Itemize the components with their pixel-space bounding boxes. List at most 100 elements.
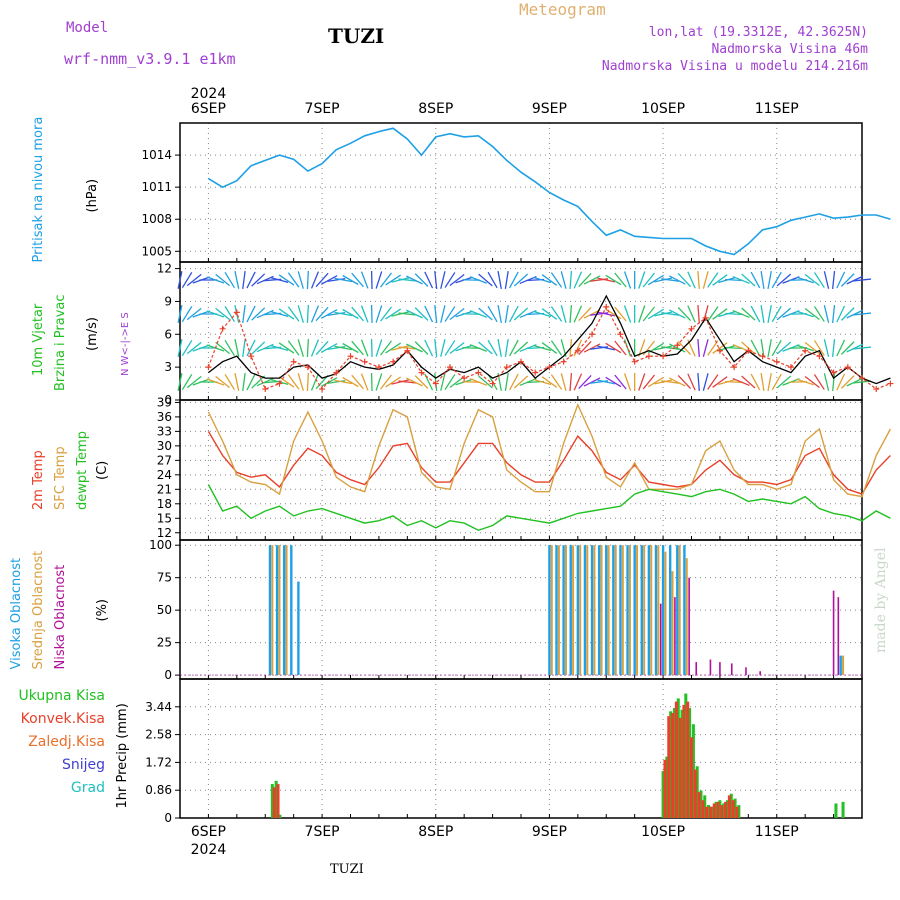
precip-legend-item: Grad xyxy=(71,780,105,796)
wind-gust-marker xyxy=(702,314,709,321)
wind-arrow xyxy=(306,372,309,392)
y-tick-label: 1014 xyxy=(141,148,172,162)
wind-arrow xyxy=(573,271,583,289)
wind-gust-marker xyxy=(560,358,567,365)
y-tick-label: 0 xyxy=(164,668,172,682)
y-tick-label: 2.58 xyxy=(145,728,172,742)
y-tick-label: 50 xyxy=(157,603,172,617)
wind-arrow xyxy=(767,305,772,323)
y-tick-label: 15 xyxy=(157,511,172,525)
wind-arrow xyxy=(697,304,700,324)
cloud-bar-cloud_low xyxy=(695,662,698,676)
wind-arrow xyxy=(380,340,393,356)
wind-arrow xyxy=(206,310,225,318)
cloud-bar-cloud_high xyxy=(548,545,551,676)
wind-arrow xyxy=(234,373,240,391)
temp-line-sfc xyxy=(207,402,892,498)
cloud-bar-cloud_high xyxy=(647,545,651,676)
wind-arrow xyxy=(444,272,456,288)
wind-arrow xyxy=(642,306,656,322)
cloud-bar-cloud_high xyxy=(275,545,279,676)
precip-bar-precip_conv xyxy=(705,806,709,818)
wind-arrow xyxy=(767,271,772,289)
wind-arrow xyxy=(623,305,632,323)
wind-arrow xyxy=(246,373,256,391)
wind-arrow xyxy=(541,342,558,354)
wind-arrow xyxy=(315,340,329,356)
temp-axis-title: 2m Temp xyxy=(31,450,46,510)
wind-arrow xyxy=(750,305,761,323)
wind-arrow xyxy=(804,376,820,388)
wind-compass: N W<-|->E S xyxy=(120,312,131,376)
wind-arrow xyxy=(578,307,592,321)
precip-legend-item: Zaledj.Kisa xyxy=(28,734,105,750)
model-label: Model xyxy=(66,20,109,36)
wind-arrow xyxy=(375,271,383,289)
wind-arrow xyxy=(623,339,632,357)
cloud-bar-cloud_mid xyxy=(643,545,646,676)
wind-arrow xyxy=(327,379,346,385)
wind-arrow xyxy=(533,310,552,318)
wind-arrow xyxy=(385,342,402,354)
model-elevation-label: Nadmorska Visina u modelu 214.216m xyxy=(601,59,868,74)
wind-arrow xyxy=(251,341,266,355)
wind-arrow xyxy=(351,272,364,288)
wind-arrow xyxy=(605,274,622,286)
wind-arrow xyxy=(334,379,353,385)
wind-gust-marker xyxy=(617,331,624,338)
wind-arrow xyxy=(513,273,529,287)
wind-arrow xyxy=(725,380,744,384)
wind-arrow xyxy=(697,372,700,392)
precip-bar-precip_total xyxy=(722,803,726,818)
wind-gust-marker xyxy=(830,369,837,376)
wind-arrow xyxy=(186,341,202,355)
y-tick-label: 24 xyxy=(157,468,172,482)
temp-axis-title: dewpt Temp xyxy=(75,431,90,510)
wind-arrow xyxy=(750,339,761,357)
cloud-bar-cloud_low xyxy=(674,597,676,676)
wind-gust-marker xyxy=(688,325,695,332)
wind-arrow xyxy=(297,305,304,323)
wind-arrow xyxy=(181,305,193,323)
wind-arrow xyxy=(287,374,300,390)
wind-arrow xyxy=(478,375,493,389)
wind-arrow xyxy=(504,271,509,289)
wind-gust-marker xyxy=(518,358,524,365)
wind-arrow xyxy=(707,272,719,288)
wind-arrow xyxy=(741,307,756,321)
wind-arrow xyxy=(181,373,193,391)
wind-gust-marker xyxy=(759,353,766,360)
precip-bar-precip_conv xyxy=(708,806,712,818)
cloud-bar-cloud_high xyxy=(612,545,615,676)
wind-arrow xyxy=(270,277,289,283)
precip-bar-precip_total xyxy=(680,709,684,818)
wind-arrow xyxy=(414,341,429,355)
wind-arrow xyxy=(707,306,719,322)
precip-bar-precip_conv xyxy=(701,800,705,818)
station-title: TUZI xyxy=(328,24,385,48)
wind-arrow xyxy=(560,373,567,391)
precip-bar-precip_total xyxy=(672,708,676,818)
cloud-bar-cloud_high xyxy=(661,545,665,676)
precip-bar-precip_conv xyxy=(678,717,682,818)
y-tick-label: 0 xyxy=(164,811,172,825)
cloud-bar-cloud_high xyxy=(282,545,286,676)
panel-frame xyxy=(179,539,863,680)
wind-arrow xyxy=(398,278,417,282)
wind-arrow xyxy=(840,375,855,389)
precip-bar-precip_conv xyxy=(667,716,671,818)
elevation-label: Nadmorska Visina 46m xyxy=(711,42,868,57)
precip-bar-precip_total xyxy=(665,756,669,818)
wind-arrow xyxy=(246,305,256,323)
wind-arrow xyxy=(487,305,498,323)
wind-arrow xyxy=(668,377,686,387)
wind-gust-marker xyxy=(674,342,681,349)
wind-arrow xyxy=(306,304,309,324)
cloud-bar-cloud_mid xyxy=(593,545,596,676)
wind-arrow xyxy=(449,274,465,286)
precip-bar-precip_total xyxy=(688,708,692,818)
wind-arrow xyxy=(297,271,304,289)
wind-arrow xyxy=(583,343,601,353)
wind-arrow xyxy=(315,272,329,288)
model-name: wrf-nmm_v3.9.1 e1km xyxy=(64,50,236,68)
